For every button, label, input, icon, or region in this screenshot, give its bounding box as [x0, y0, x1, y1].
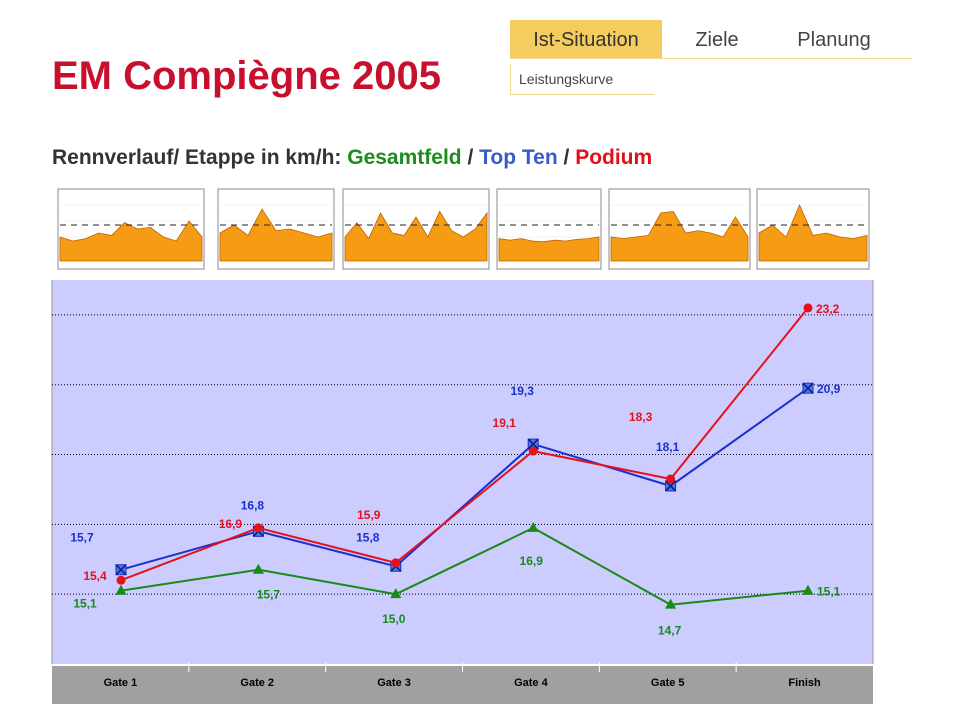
- data-label: 16,9: [219, 517, 243, 531]
- data-label: 15,9: [357, 508, 381, 522]
- thumbnail-chart: [496, 188, 602, 270]
- data-point: [665, 598, 677, 609]
- data-label: 15,7: [70, 531, 94, 545]
- data-point: [666, 474, 676, 484]
- data-point: [116, 575, 126, 585]
- data-point: [115, 584, 127, 595]
- chart-subtitle: Rennverlauf/ Etappe in km/h: Gesamtfeld …: [52, 146, 652, 170]
- data-label: 16,9: [520, 554, 544, 568]
- data-label: 15,1: [817, 585, 841, 599]
- thumbnail-chart: [756, 188, 870, 270]
- data-label: 16,8: [241, 498, 265, 512]
- data-point: [528, 446, 538, 456]
- data-point: [253, 523, 263, 533]
- data-label: 20,9: [817, 382, 841, 396]
- thumbnail-chart: [217, 188, 335, 270]
- series-podium: [116, 303, 813, 585]
- series-gesamtfeld: [115, 521, 814, 609]
- data-point-cross: [802, 382, 814, 394]
- data-point: [391, 558, 401, 568]
- page-title: EM Compiègne 2005: [52, 54, 442, 98]
- tab-planung[interactable]: Planung: [797, 29, 871, 51]
- data-label: 14,7: [658, 624, 682, 638]
- data-point-cross: [115, 564, 127, 576]
- series-line: [120, 387, 809, 571]
- data-point: [802, 584, 814, 595]
- thumbnail-chart: [608, 188, 751, 270]
- data-label: 15,8: [356, 530, 380, 544]
- data-point-cross: [665, 480, 677, 492]
- data-label: 15,0: [382, 612, 406, 626]
- data-label: 15,1: [73, 597, 97, 611]
- thumbnail-strip: [57, 188, 870, 270]
- series-line: [120, 307, 809, 582]
- data-label: 19,1: [493, 416, 517, 430]
- x-tick-label: Gate 4: [514, 677, 549, 689]
- data-label: 15,4: [83, 569, 107, 583]
- data-label: 18,3: [629, 410, 653, 424]
- data-label: 19,3: [511, 384, 535, 398]
- data-label: 18,1: [656, 440, 680, 454]
- data-point: [803, 303, 813, 313]
- x-tick-label: Gate 3: [377, 677, 411, 689]
- subtitle-prefix: Rennverlauf/ Etappe in km/h:: [52, 146, 348, 169]
- series-line: [120, 526, 809, 606]
- data-point-cross: [527, 438, 539, 450]
- subtitle-top-ten: Top Ten: [479, 146, 558, 169]
- thumbnail-area: [59, 220, 203, 262]
- data-point: [390, 588, 402, 599]
- data-label: 15,7: [257, 588, 281, 602]
- x-tick-label: Finish: [788, 677, 821, 689]
- subtitle-separator: /: [461, 146, 480, 169]
- thumbnail-chart: [342, 188, 490, 270]
- top-navigation: Ist-Situation Ziele Planung: [510, 20, 912, 59]
- subtitle-gesamtfeld: Gesamtfeld: [347, 146, 462, 169]
- data-point: [527, 521, 539, 532]
- thumbnail-area: [758, 203, 868, 262]
- data-point: [252, 563, 264, 574]
- tab-ist-situation[interactable]: Ist-Situation: [510, 20, 662, 58]
- x-axis-band: [52, 666, 873, 704]
- subtitle-podium: Podium: [575, 146, 653, 169]
- thumbnail-area: [610, 210, 749, 262]
- tab-ziele[interactable]: Ziele: [695, 29, 739, 51]
- subtab-leistungskurve[interactable]: Leistungskurve: [510, 64, 654, 95]
- thumbnail-area: [498, 236, 600, 262]
- x-tick-label: Gate 2: [240, 677, 274, 689]
- thumbnail-area: [344, 210, 488, 262]
- plot-area: [52, 280, 873, 664]
- subtitle-separator: /: [557, 146, 576, 169]
- x-tick-label: Gate 5: [651, 677, 685, 689]
- x-tick-label: Gate 1: [104, 677, 138, 689]
- thumbnail-chart: [57, 188, 205, 270]
- thumbnail-area: [219, 208, 333, 262]
- data-label: 23,2: [816, 302, 840, 316]
